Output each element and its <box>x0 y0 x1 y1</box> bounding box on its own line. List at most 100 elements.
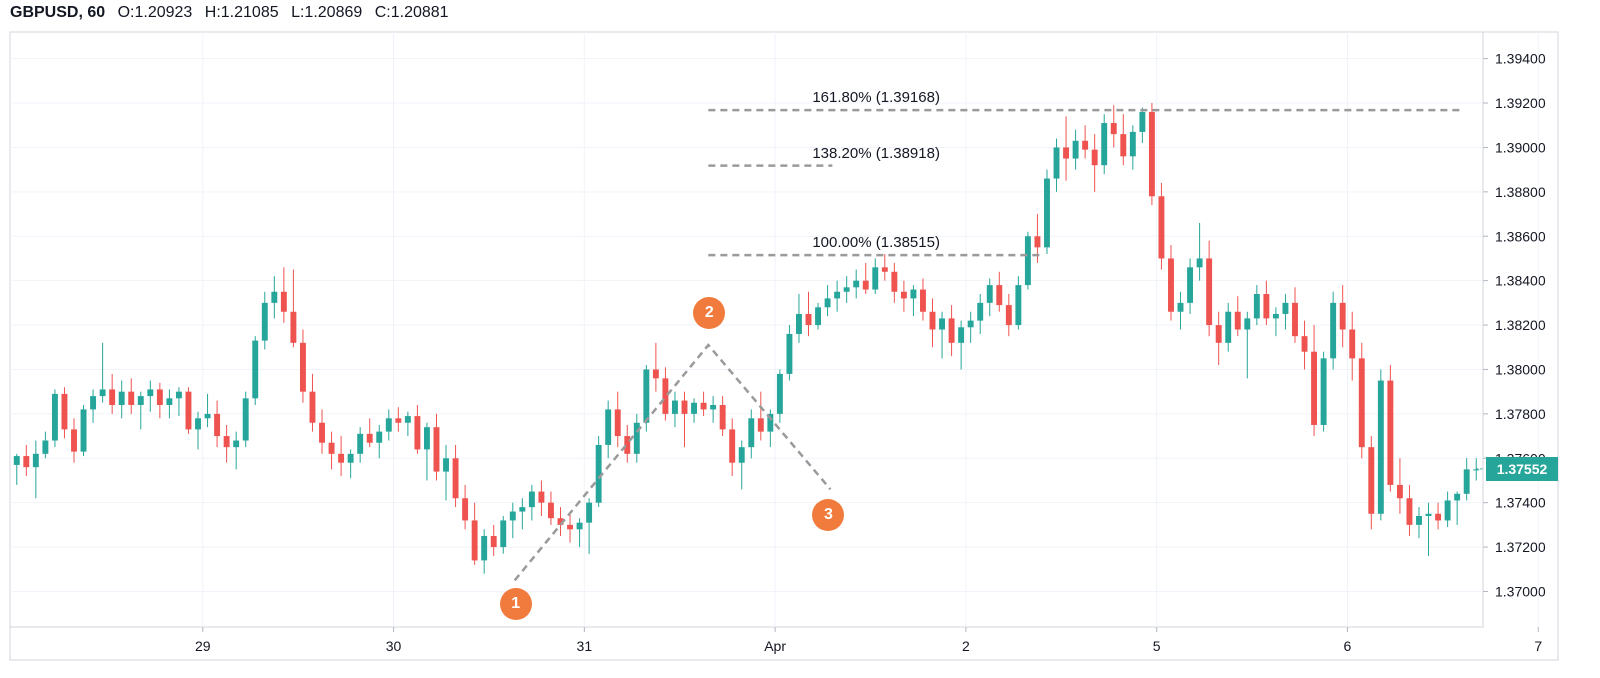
candle-body <box>748 418 755 448</box>
candle-body <box>1253 293 1260 319</box>
x-tick-label: 31 <box>577 638 593 654</box>
pattern-point-marker-3: 3 <box>812 499 845 532</box>
candle-body <box>1053 147 1060 179</box>
candle-body <box>681 400 688 414</box>
candle-body <box>261 302 268 341</box>
candle-body <box>643 369 650 423</box>
candle-body <box>1034 236 1041 248</box>
candle-body <box>929 311 936 330</box>
candle-body <box>1177 302 1184 312</box>
candle-body <box>776 373 783 414</box>
candle-body <box>853 280 860 288</box>
candle-body <box>423 427 430 450</box>
fib-level-label: 161.80% (1.39168) <box>812 89 940 107</box>
candle-body <box>652 369 659 379</box>
candle-body <box>586 502 593 523</box>
plot-frame <box>9 31 1484 628</box>
candle-body <box>338 453 345 463</box>
candle-body <box>767 413 774 432</box>
candle-body <box>166 398 173 405</box>
candle-body <box>624 436 631 454</box>
candle-body <box>920 289 926 312</box>
candle-body <box>90 396 97 410</box>
high-value: 1.21085 <box>220 4 279 21</box>
candle-body <box>900 291 907 299</box>
candle-body <box>1196 258 1203 268</box>
candle-body <box>1320 358 1327 425</box>
candle-body <box>214 413 221 437</box>
candle-body <box>1091 149 1098 166</box>
candle-body <box>1396 484 1403 499</box>
candle-body <box>137 396 144 405</box>
candle-body <box>490 535 497 548</box>
candle-body <box>567 524 573 530</box>
pattern-point-marker-2: 2 <box>693 297 726 330</box>
candle-body <box>1225 311 1232 343</box>
candle-body <box>481 535 488 561</box>
candle-body <box>147 389 154 397</box>
candle-body <box>61 393 68 430</box>
candle-body <box>1416 515 1422 525</box>
candle-body <box>195 418 201 430</box>
candle-body <box>1063 147 1070 159</box>
y-tick-label: 1.38200 <box>1495 317 1546 333</box>
candle-body <box>986 285 993 303</box>
candle-body <box>1044 178 1050 248</box>
candle-body <box>1158 196 1165 259</box>
candle-body <box>1024 236 1031 286</box>
candle-body <box>1101 123 1108 166</box>
candle-body <box>757 418 764 432</box>
candle-body <box>1244 318 1251 330</box>
candle-body <box>71 429 77 452</box>
y-tick-label: 1.37400 <box>1495 495 1546 511</box>
candle-body <box>1129 131 1136 157</box>
candle-body <box>1330 302 1337 359</box>
candle-body <box>815 307 821 326</box>
candle-body <box>1339 302 1346 330</box>
x-tick-label: 30 <box>386 638 402 654</box>
candle-body <box>633 422 640 454</box>
candle-body <box>328 442 335 454</box>
candle-body <box>700 402 707 410</box>
candle-body <box>509 511 516 521</box>
candle-body <box>414 416 421 450</box>
candle-body <box>1234 311 1241 330</box>
y-tick-label: 1.38600 <box>1495 228 1546 244</box>
fib-level-label: 100.00% (1.38515) <box>812 234 940 252</box>
candle-body <box>672 400 678 414</box>
candle-body <box>843 287 850 292</box>
last-price-tag: 1.37552 <box>1486 456 1558 481</box>
x-tick-label: 5 <box>1153 638 1161 654</box>
candle-body <box>1311 351 1318 425</box>
candle-body <box>1301 336 1308 352</box>
candle-body <box>1387 380 1394 485</box>
candle-body <box>366 433 373 443</box>
candle-body <box>175 391 182 399</box>
chart-border <box>9 31 1559 661</box>
candle-body <box>538 491 545 503</box>
candle-body <box>204 413 211 419</box>
candle-body <box>51 393 58 441</box>
abc-pattern-line <box>513 343 832 582</box>
candle-body <box>595 444 602 503</box>
candle-body <box>1377 380 1384 514</box>
candle-body <box>710 404 717 410</box>
candle-body <box>471 520 478 561</box>
candle-body <box>1406 498 1413 525</box>
candle-body <box>1358 358 1365 448</box>
candle-body <box>404 416 411 423</box>
x-tick-label: 29 <box>195 638 211 654</box>
candle-body <box>357 433 364 454</box>
candle-body <box>738 447 745 463</box>
candle-body <box>1120 134 1127 157</box>
candle-body <box>1215 325 1222 343</box>
y-tick-label: 1.39200 <box>1495 95 1546 111</box>
candle-body <box>939 318 946 330</box>
open-value: 1.20923 <box>134 4 193 21</box>
candle-body <box>1368 447 1375 514</box>
candle-body <box>576 522 583 530</box>
y-tick-label: 1.38000 <box>1495 361 1546 377</box>
candle-body <box>1292 302 1298 337</box>
low-value: 1.20869 <box>304 4 363 21</box>
